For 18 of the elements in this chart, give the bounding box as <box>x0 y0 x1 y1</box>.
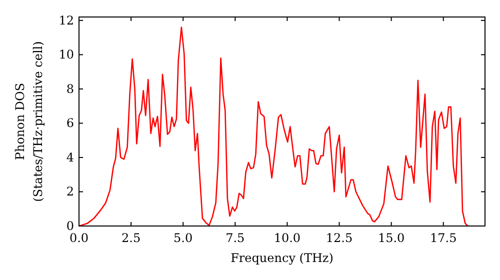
y-tick-label: 2 <box>66 184 74 199</box>
x-tick-label: 7.5 <box>226 231 245 245</box>
y-tick-label: 12 <box>58 13 74 28</box>
line-series <box>79 26 468 226</box>
y-tick-label: 10 <box>58 48 74 62</box>
x-tick-label: 12.5 <box>326 231 353 245</box>
y-tick-label: 6 <box>66 116 74 130</box>
x-axis-title: Frequency (THz) <box>230 251 334 265</box>
x-tick-label: 0.0 <box>69 231 89 245</box>
x-tick-label: 17.5 <box>430 231 457 245</box>
y-tick-label: 0 <box>66 219 74 233</box>
x-tick-label: 5.0 <box>174 231 193 245</box>
y-tick-label: 4 <box>66 150 74 164</box>
x-tick-label: 10.0 <box>274 231 301 245</box>
y-tick-label: 8 <box>66 82 74 96</box>
x-tick-label: 15.0 <box>378 231 405 245</box>
y-axis-title: Phonon DOS (States/THz·primitive cell) <box>13 41 45 202</box>
x-tick-label: 2.5 <box>122 231 141 245</box>
